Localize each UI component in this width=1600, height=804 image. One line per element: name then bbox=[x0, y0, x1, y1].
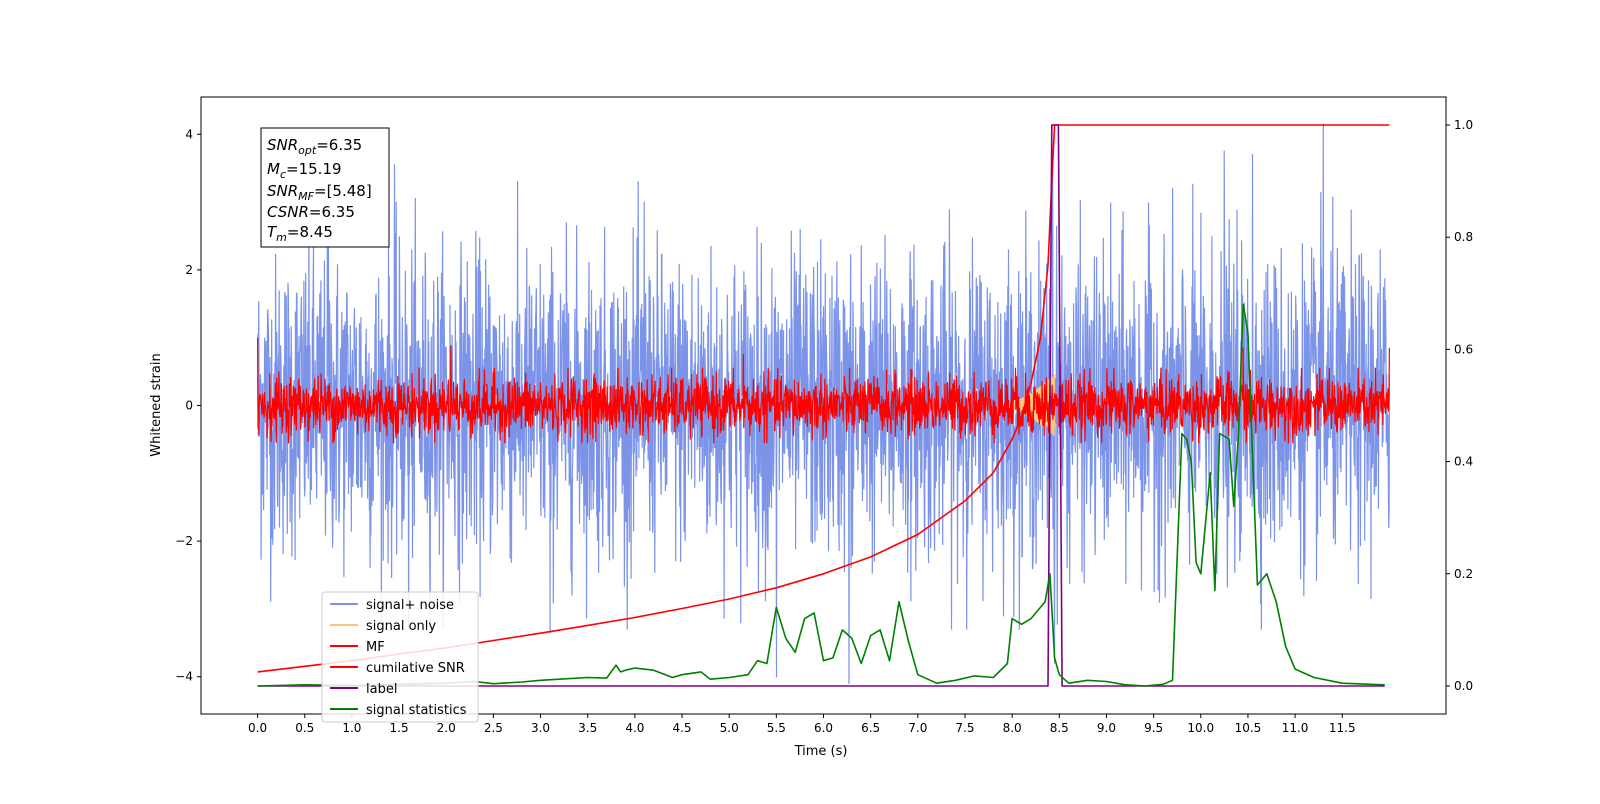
y-axis-label: Whitened strain bbox=[149, 353, 164, 456]
info-line-snr-opt: SNRopt=6.35 bbox=[267, 136, 362, 157]
y2-ticks: 0.0 0.2 0.4 0.6 0.8 1.0 bbox=[1446, 118, 1473, 693]
info-box: SNRopt=6.35 Mc=15.19 SNRMF=[5.48] CSNR=6… bbox=[260, 127, 390, 248]
legend-item-cumulative-snr: cumilative SNR bbox=[330, 661, 465, 676]
x-tick-label: 1.5 bbox=[390, 721, 409, 735]
legend-frame bbox=[321, 591, 479, 723]
series-label bbox=[257, 124, 1385, 687]
y2-tick-label: 0.6 bbox=[1454, 342, 1473, 356]
x-tick-label: 2.5 bbox=[484, 721, 503, 735]
x-tick-label: 11.0 bbox=[1282, 721, 1309, 735]
x-tick-label: 4.0 bbox=[625, 721, 644, 735]
x-tick-label: 2.0 bbox=[437, 721, 456, 735]
x-tick-label: 10.5 bbox=[1235, 721, 1262, 735]
x-tick-label: 1.0 bbox=[342, 721, 361, 735]
x-tick-label: 8.0 bbox=[1003, 721, 1022, 735]
y-ticks: −4 −2 0 2 4 bbox=[175, 127, 201, 684]
info-line-csnr: CSNR=6.35 bbox=[267, 203, 355, 221]
x-tick-label: 3.0 bbox=[531, 721, 550, 735]
legend-label-mf: MF bbox=[366, 640, 385, 655]
x-tick-label: 6.0 bbox=[814, 721, 833, 735]
y-tick-label: 0 bbox=[185, 399, 193, 413]
x-tick-label: 7.0 bbox=[908, 721, 927, 735]
x-tick-label: 7.5 bbox=[955, 721, 974, 735]
y2-tick-label: 1.0 bbox=[1454, 118, 1473, 132]
series-signal-statistics bbox=[257, 303, 1385, 687]
x-tick-label: 0.0 bbox=[248, 721, 267, 735]
x-tick-label: 0.5 bbox=[295, 721, 314, 735]
x-tick-label: 5.5 bbox=[767, 721, 786, 735]
y2-tick-label: 0.0 bbox=[1454, 679, 1473, 693]
x-tick-label: 5.0 bbox=[720, 721, 739, 735]
legend-label-signal-only: signal only bbox=[366, 619, 436, 634]
y2-tick-label: 0.8 bbox=[1454, 230, 1473, 244]
x-tick-label: 8.5 bbox=[1050, 721, 1069, 735]
x-tick-label: 10.0 bbox=[1187, 721, 1214, 735]
y-tick-label: −4 bbox=[175, 670, 193, 684]
series-signal-noise bbox=[257, 123, 1390, 685]
y2-tick-label: 0.4 bbox=[1454, 455, 1473, 469]
x-tick-label: 9.5 bbox=[1144, 721, 1163, 735]
legend-item-signal-only: signal only bbox=[330, 619, 436, 634]
y-tick-label: 2 bbox=[185, 263, 193, 277]
info-box-frame bbox=[260, 127, 390, 248]
x-tick-label: 9.0 bbox=[1097, 721, 1116, 735]
x-tick-label: 4.5 bbox=[672, 721, 691, 735]
legend-label-cumulative-snr: cumilative SNR bbox=[366, 661, 465, 676]
series-mf bbox=[257, 337, 1390, 444]
info-line-merger-time: Tm=8.45 bbox=[267, 223, 333, 244]
legend-label-signal-statistics: signal statistics bbox=[366, 703, 467, 718]
info-line-chirp-mass: Mc=15.19 bbox=[267, 160, 342, 181]
legend-item-mf: MF bbox=[330, 640, 385, 655]
legend-item-label: label bbox=[330, 682, 397, 697]
legend-item-signal-noise: signal+ noise bbox=[330, 598, 454, 613]
x-tick-label: 6.5 bbox=[861, 721, 880, 735]
y-tick-label: 4 bbox=[185, 127, 193, 141]
legend-item-signal-statistics: signal statistics bbox=[330, 703, 467, 718]
legend-label-signal-noise: signal+ noise bbox=[366, 598, 454, 613]
y2-tick-label: 0.2 bbox=[1454, 567, 1473, 581]
x-tick-label: 11.5 bbox=[1329, 721, 1356, 735]
x-ticks: 0.0 0.5 1.0 1.5 2.0 2.5 3.0 3.5 4.0 4.5 5.0 5.5 6.0 6… bbox=[248, 714, 1356, 735]
legend-label-label: label bbox=[366, 682, 397, 697]
info-line-snr-mf: SNRMF=[5.48] bbox=[267, 182, 372, 203]
legend: signal+ noise signal only MF cumilative … bbox=[321, 591, 479, 723]
y-tick-label: −2 bbox=[175, 534, 193, 548]
x-axis-label: Time (s) bbox=[794, 744, 848, 759]
x-tick-label: 3.5 bbox=[578, 721, 597, 735]
